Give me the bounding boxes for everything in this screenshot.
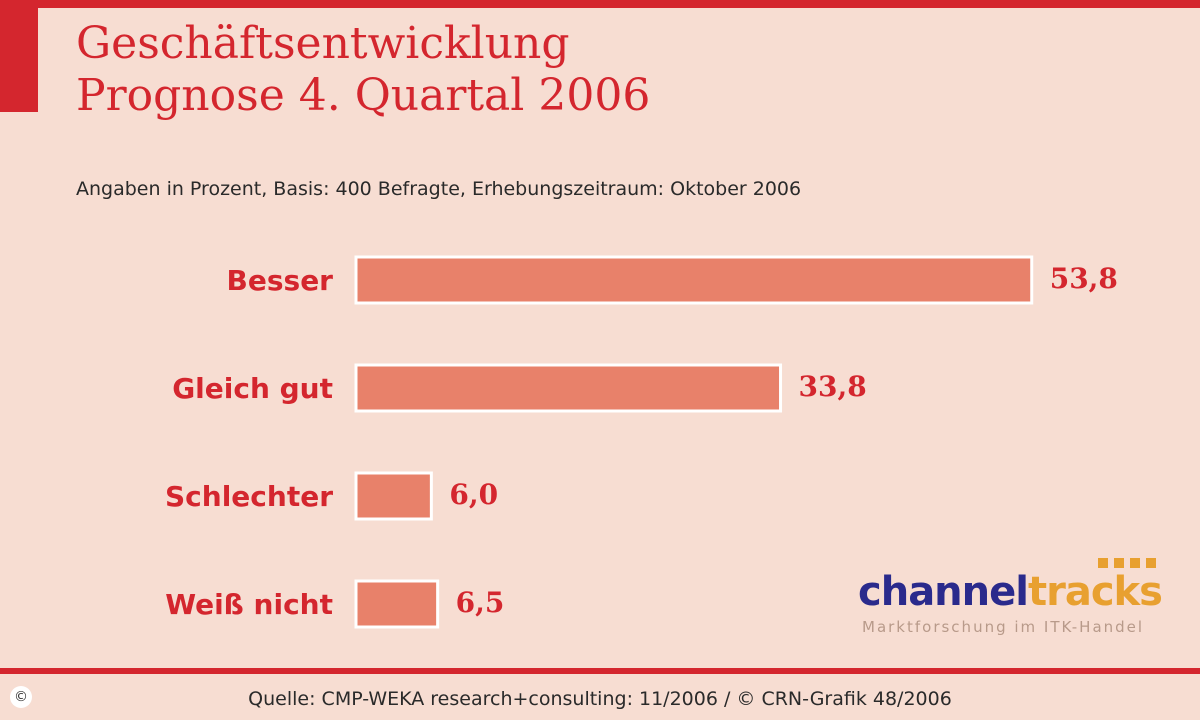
- bar-0: [354, 255, 1034, 305]
- bar-3: [354, 579, 440, 629]
- source-footer: Quelle: CMP-WEKA research+consulting: 11…: [248, 688, 952, 710]
- logo-squares-icon: [1098, 558, 1158, 572]
- category-label-0: Besser: [227, 264, 334, 297]
- chart-title: Geschäftsentwicklung: [76, 18, 570, 69]
- chart-title-line-2: Prognose 4. Quartal 2006: [76, 70, 651, 121]
- logo-wordmark: channeltracks: [858, 569, 1163, 615]
- category-label-1: Gleich gut: [172, 372, 333, 405]
- category-label-3: Weiß nicht: [165, 588, 333, 621]
- value-label-2: 6,0: [449, 478, 498, 511]
- corner-accent-block: [0, 0, 38, 112]
- bottom-rule: [0, 668, 1200, 674]
- bar-2: [354, 471, 433, 521]
- channeltracks-logo: channeltracks Marktforschung im ITK-Hand…: [852, 556, 1192, 640]
- value-label-1: 33,8: [799, 370, 867, 403]
- chart-subtitle: Angaben in Prozent, Basis: 400 Befragte,…: [76, 178, 802, 200]
- logo-tagline: Marktforschung im ITK-Handel: [862, 618, 1145, 636]
- logo-wordmark-part2: tracks: [1027, 569, 1163, 615]
- bars-layer: Besser 53,8 Gleich gut 33,8 Schlechter 6,0 Wei…: [165, 255, 1118, 629]
- top-rule: [0, 0, 1200, 8]
- value-label-3: 6,5: [456, 586, 505, 619]
- logo-wordmark-part1: channel: [858, 569, 1029, 615]
- bar-1: [354, 363, 783, 413]
- copyright-icon: ©: [10, 686, 32, 708]
- category-label-2: Schlechter: [165, 480, 333, 513]
- value-label-0: 53,8: [1050, 262, 1118, 295]
